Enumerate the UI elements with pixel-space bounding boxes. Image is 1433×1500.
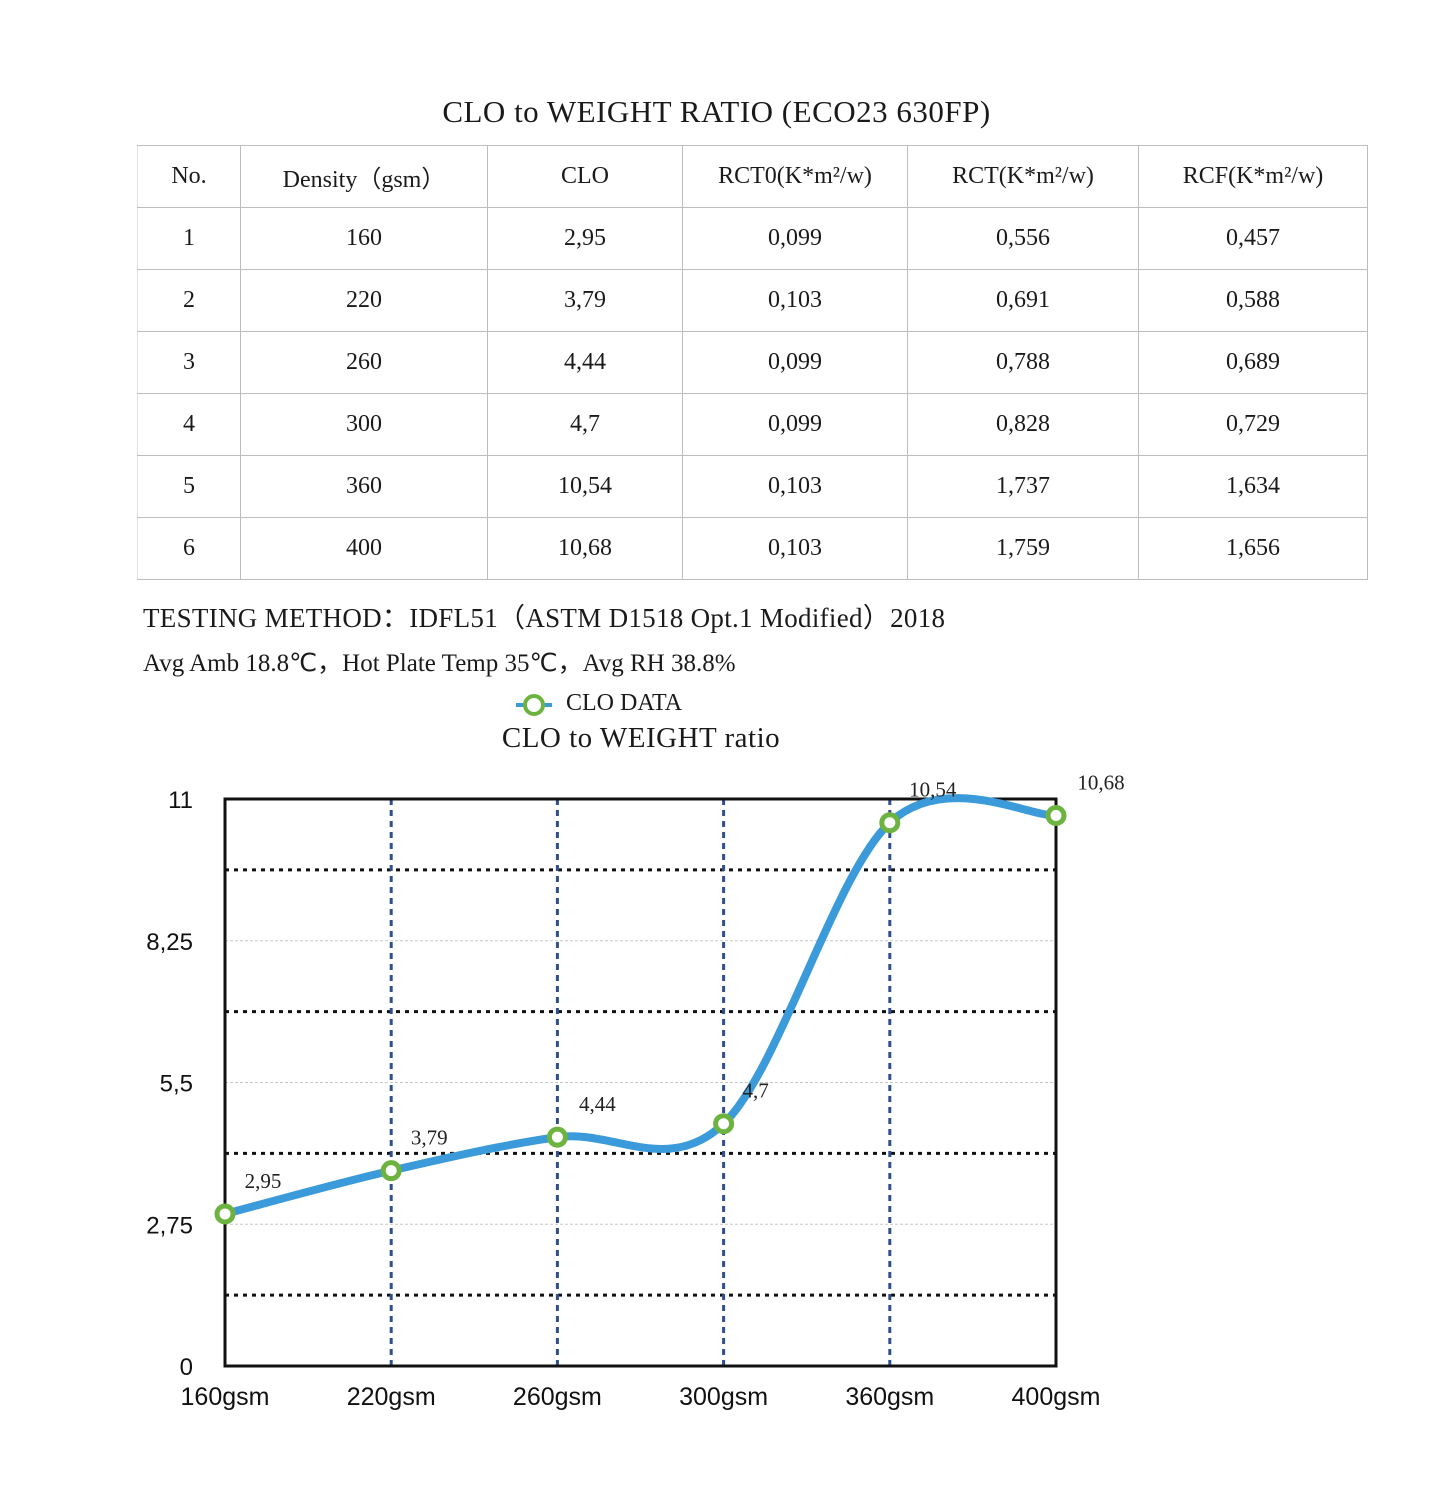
cell-rct0: 0,103 <box>682 455 908 518</box>
cell-clo: 4,44 <box>487 331 683 394</box>
table-row: 3 260 4,44 0,099 0,788 0,689 <box>137 331 1368 394</box>
cell-rcf: 1,656 <box>1138 517 1368 580</box>
cell-rct: 0,788 <box>907 331 1139 394</box>
page-title: CLO to WEIGHT RATIO (ECO23 630FP) <box>442 94 991 129</box>
table-row: 6 400 10,68 0,103 1,759 1,656 <box>137 517 1368 580</box>
cell-rct0: 0,099 <box>682 393 908 456</box>
cell-clo: 10,54 <box>487 455 683 518</box>
cell-no: 5 <box>137 455 241 518</box>
table-header-row: No. Density（gsm） CLO RCT0(K*m²/w) RCT(K*… <box>137 145 1368 208</box>
x-tick-label: 300gsm <box>679 1383 768 1411</box>
cell-rct: 0,556 <box>907 207 1139 270</box>
cell-clo: 10,68 <box>487 517 683 580</box>
x-tick-label: 160gsm <box>181 1383 270 1411</box>
test-conditions: Avg Amb 18.8℃，Hot Plate Temp 35℃，Avg RH … <box>143 650 736 677</box>
cell-no: 2 <box>137 269 241 332</box>
plot-frame <box>223 797 1058 1368</box>
table-row: 1 160 2,95 0,099 0,556 0,457 <box>137 207 1368 270</box>
x-tick-label: 220gsm <box>347 1383 436 1411</box>
cell-density: 400 <box>240 517 488 580</box>
cell-density: 160 <box>240 207 488 270</box>
chart-legend: CLO DATA <box>516 690 682 717</box>
cell-density: 300 <box>240 393 488 456</box>
y-tick-label: 8,25 <box>146 929 193 956</box>
y-tick-label: 5,5 <box>160 1071 193 1098</box>
header-rct: RCT(K*m²/w) <box>907 145 1139 208</box>
data-label: 4,44 <box>579 1092 616 1116</box>
chart-title: CLO to WEIGHT ratio <box>501 722 781 754</box>
data-label: 2,95 <box>245 1169 282 1193</box>
data-label: 10,68 <box>1077 770 1124 794</box>
y-tick-label: 2,75 <box>146 1212 193 1239</box>
x-tick-label: 400gsm <box>1012 1383 1101 1411</box>
x-tick-label: 260gsm <box>513 1383 602 1411</box>
cell-rct: 1,759 <box>907 517 1139 580</box>
cell-rct0: 0,103 <box>682 269 908 332</box>
cell-rcf: 0,588 <box>1138 269 1368 332</box>
cell-density: 220 <box>240 269 488 332</box>
cell-rct0: 0,103 <box>682 517 908 580</box>
y-tick-label: 0 <box>180 1354 193 1381</box>
data-point <box>380 1160 402 1182</box>
cell-rcf: 0,729 <box>1138 393 1368 456</box>
data-label: 3,79 <box>411 1126 448 1150</box>
y-tick-label: 11 <box>168 787 193 814</box>
testing-method: TESTING METHOD：IDFL51（ASTM D1518 Opt.1 M… <box>143 603 946 633</box>
cell-rct: 0,828 <box>907 393 1139 456</box>
clo-data-table: No. Density（gsm） CLO RCT0(K*m²/w) RCT(K*… <box>137 145 1368 580</box>
data-point <box>1045 804 1067 826</box>
cell-rcf: 0,457 <box>1138 207 1368 270</box>
cell-rct0: 0,099 <box>682 207 908 270</box>
cell-rct: 0,691 <box>907 269 1139 332</box>
table-row: 2 220 3,79 0,103 0,691 0,588 <box>137 269 1368 332</box>
legend-label: CLO DATA <box>566 690 683 716</box>
header-clo: CLO <box>487 145 683 208</box>
cell-rct: 1,737 <box>907 455 1139 518</box>
data-label: 4,7 <box>742 1079 768 1103</box>
cell-clo: 3,79 <box>487 269 683 332</box>
series-line-clo <box>221 794 1060 1218</box>
data-point <box>214 1203 236 1225</box>
legend-marker-icon <box>516 692 552 716</box>
cell-clo: 4,7 <box>487 393 683 456</box>
x-tick-label: 360gsm <box>845 1383 934 1411</box>
data-point <box>879 812 901 834</box>
header-no: No. <box>137 145 241 208</box>
cell-no: 3 <box>137 331 241 394</box>
header-rct0: RCT0(K*m²/w) <box>682 145 908 208</box>
header-rcf: RCF(K*m²/w) <box>1138 145 1368 208</box>
data-point <box>546 1126 568 1148</box>
data-point <box>713 1113 735 1135</box>
table-row: 4 300 4,7 0,099 0,828 0,729 <box>137 393 1368 456</box>
data-label: 10,54 <box>909 778 957 802</box>
cell-density: 260 <box>240 331 488 394</box>
